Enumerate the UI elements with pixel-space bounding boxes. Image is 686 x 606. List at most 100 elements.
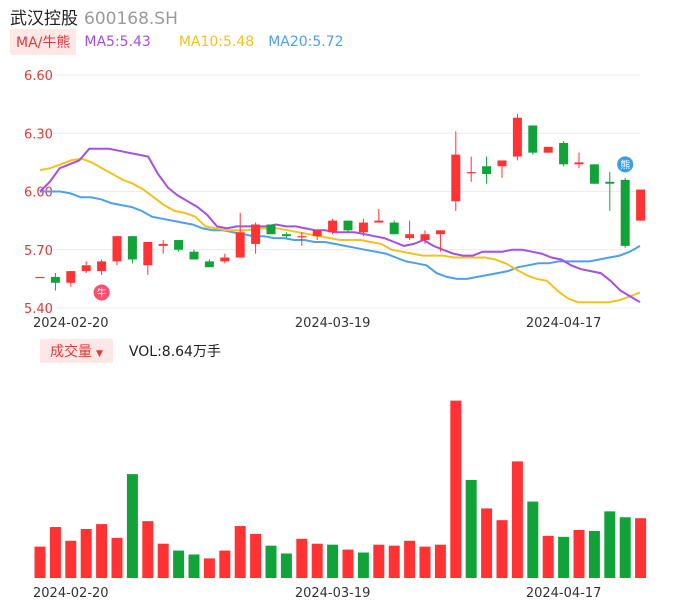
candle-body xyxy=(559,142,569,165)
candle xyxy=(328,218,338,235)
volume-indicator-selector[interactable]: 成交量 ▼ xyxy=(40,339,113,363)
candle xyxy=(312,230,322,241)
volume-bar xyxy=(157,543,169,578)
candle xyxy=(81,261,91,274)
bear-marker-icon: 熊 xyxy=(617,156,634,173)
candle-body xyxy=(328,220,338,233)
ma20-label: MA20:5.72 xyxy=(268,34,344,50)
volume-bar xyxy=(188,554,200,578)
volume-bar xyxy=(558,536,570,578)
candle-body xyxy=(620,179,630,246)
candle-body xyxy=(435,230,445,235)
volume-bar xyxy=(635,518,647,578)
ma5-label: MA5:5.43 xyxy=(84,34,151,50)
candle-body xyxy=(266,224,276,235)
candle xyxy=(528,125,538,155)
volume-bar xyxy=(203,558,215,578)
volume-bar xyxy=(65,540,77,578)
volume-bar xyxy=(373,544,385,578)
candle-body xyxy=(636,189,646,221)
ma-indicator-selector[interactable]: MA/牛熊 xyxy=(10,29,77,55)
bull-marker-icon: 牛 xyxy=(93,284,110,301)
candle xyxy=(251,222,261,254)
candle xyxy=(389,220,399,235)
stock-header: 武汉控股 600168.SH xyxy=(10,4,178,29)
volume-bar xyxy=(49,527,61,578)
volume-bar xyxy=(280,553,292,578)
dropdown-triangle-icon: ▼ xyxy=(96,349,103,359)
candle-body xyxy=(112,236,122,262)
volume-bar xyxy=(619,517,631,578)
candle xyxy=(512,113,522,161)
volume-legend: 成交量 ▼ VOL:8.64万手 xyxy=(40,339,221,363)
candle xyxy=(220,253,230,264)
candle xyxy=(559,141,569,167)
ma-legend: MA/牛熊 MA5:5.43 MA10:5.48 MA20:5.72 xyxy=(10,29,344,55)
volume-bar xyxy=(111,537,123,578)
candle-body xyxy=(497,160,507,167)
candle xyxy=(158,240,168,254)
candle xyxy=(605,172,615,211)
candle-body xyxy=(251,224,261,244)
volume-bar xyxy=(126,474,138,578)
volume-bar xyxy=(404,540,416,578)
volume-bar xyxy=(542,535,554,578)
volume-x-tick-label: 2024-03-19 xyxy=(295,586,371,601)
candle-body xyxy=(358,222,368,233)
stock-code: 600168.SH xyxy=(84,9,178,29)
y-tick-label: 6.60 xyxy=(24,69,53,84)
candle xyxy=(112,236,122,266)
candle-body xyxy=(374,220,384,223)
candle xyxy=(636,189,646,221)
candle-body xyxy=(50,276,60,283)
stock-name: 武汉控股 xyxy=(10,9,78,29)
candle-body xyxy=(143,241,153,266)
volume-bar xyxy=(250,533,262,578)
volume-bar xyxy=(450,400,462,578)
bull-marker-icon-circle xyxy=(93,284,110,301)
candle-body xyxy=(174,240,184,250)
candle-body xyxy=(405,234,415,239)
volume-bar xyxy=(311,543,323,578)
candle-body xyxy=(97,261,107,272)
volume-bar xyxy=(173,550,185,578)
candle xyxy=(466,156,476,182)
candle xyxy=(589,164,599,184)
candle-body xyxy=(204,261,214,268)
candle xyxy=(50,273,60,291)
volume-bar xyxy=(34,546,46,578)
ma20-line xyxy=(40,190,641,280)
candle xyxy=(189,249,199,260)
candle-body xyxy=(281,234,291,237)
volume-bar xyxy=(234,526,246,578)
candle xyxy=(574,152,584,169)
candle-body xyxy=(312,230,322,237)
candle xyxy=(543,146,553,153)
candle xyxy=(420,230,430,244)
candle-body xyxy=(127,236,137,260)
volume-bar xyxy=(588,530,600,578)
volume-bar xyxy=(265,545,277,578)
candle xyxy=(97,259,107,275)
candle-body xyxy=(605,181,615,184)
candle xyxy=(435,230,445,252)
candle xyxy=(281,232,291,239)
volume-bar xyxy=(465,480,477,578)
ma10-line xyxy=(39,157,641,304)
candle xyxy=(204,259,214,268)
candle xyxy=(358,218,368,237)
volume-bar xyxy=(511,461,523,578)
candle-body xyxy=(451,154,461,202)
ma10-label: MA10:5.48 xyxy=(178,34,255,50)
candle-body xyxy=(235,232,245,258)
y-tick-label: 6.00 xyxy=(24,186,53,201)
x-tick-label: 2024-02-20 xyxy=(33,316,109,331)
volume-bar xyxy=(357,552,369,578)
volume-bar xyxy=(342,549,354,578)
y-tick-label: 5.70 xyxy=(24,244,53,259)
candle xyxy=(143,241,153,275)
ma5-line xyxy=(39,147,641,304)
volume-bar xyxy=(219,550,231,578)
